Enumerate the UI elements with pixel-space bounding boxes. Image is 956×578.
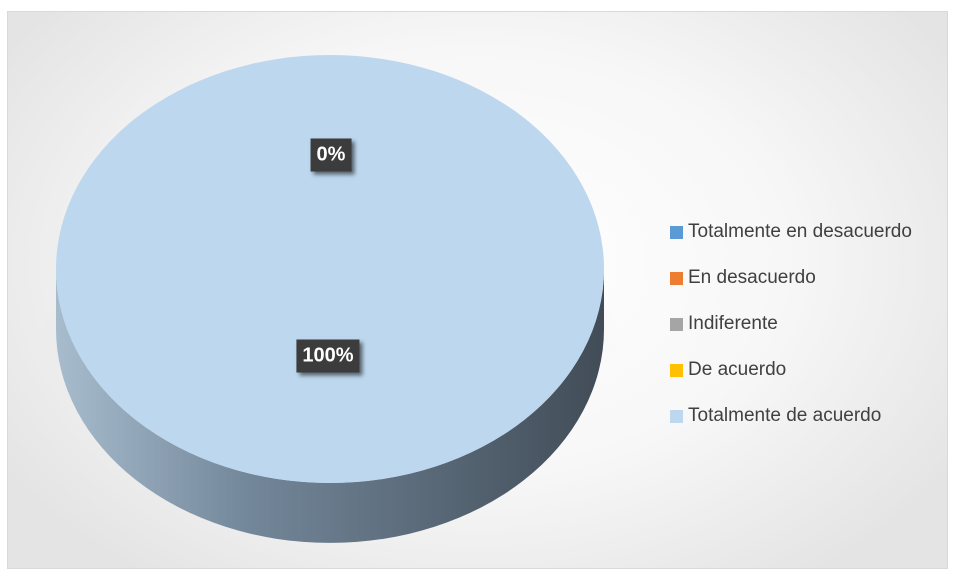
legend-swatch — [670, 225, 683, 239]
legend-swatch — [670, 271, 683, 285]
legend-item: De acuerdo — [670, 347, 947, 393]
legend: Totalmente en desacuerdo En desacuerdo I… — [670, 209, 947, 439]
pie-slice-5 — [56, 55, 604, 483]
legend-item: Totalmente de acuerdo — [670, 393, 947, 439]
legend-label: Totalmente en desacuerdo — [688, 221, 912, 242]
data-label-top: 0% — [310, 138, 352, 172]
pie-chart — [36, 55, 624, 543]
legend-item: Indiferente — [670, 301, 947, 347]
chart-area: 0% 100% Totalmente en desacuerdo En desa… — [7, 11, 948, 569]
data-label-main: 100% — [296, 339, 360, 373]
legend-swatch — [670, 363, 683, 377]
legend-label: De acuerdo — [688, 359, 787, 380]
legend-label: Indiferente — [688, 313, 778, 334]
pie-side-wall — [56, 269, 604, 543]
legend-swatch — [670, 409, 683, 423]
legend-item: Totalmente en desacuerdo — [670, 209, 947, 255]
legend-label: Totalmente de acuerdo — [688, 405, 882, 426]
legend-item: En desacuerdo — [670, 255, 947, 301]
legend-label: En desacuerdo — [688, 267, 816, 288]
legend-swatch — [670, 317, 683, 331]
